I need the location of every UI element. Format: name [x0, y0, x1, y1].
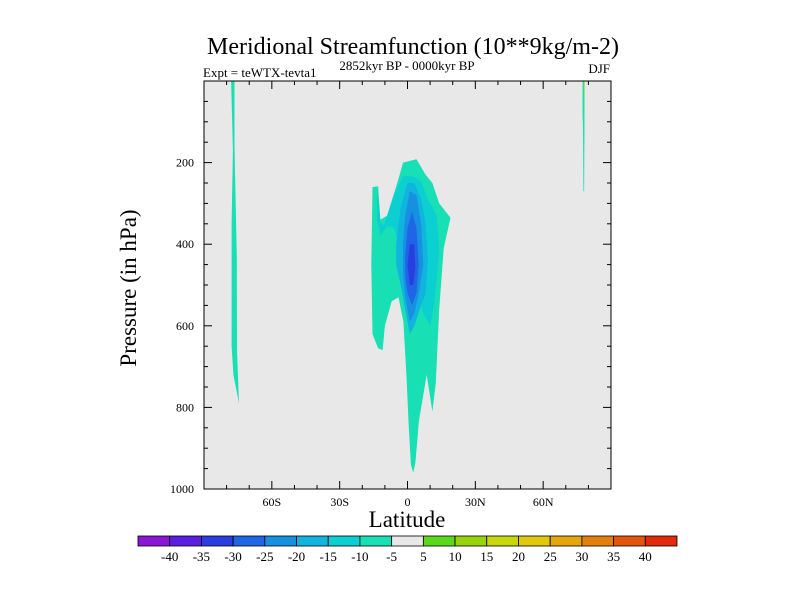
y-tick-label: 400: [176, 237, 194, 251]
x-tick-label: 0: [405, 495, 411, 509]
x-tick-label: 60S: [262, 495, 281, 509]
time-range-label: 2852kyr BP - 0000kyr BP: [339, 58, 474, 73]
colorbar-swatch: [581, 535, 614, 547]
colorbar-label: -10: [351, 549, 368, 564]
y-tick-label: 200: [176, 156, 194, 170]
x-tick-label: 30S: [330, 495, 349, 509]
contour-band-minus30: [407, 244, 416, 285]
contour-regions: [231, 81, 585, 473]
colorbar-swatch: [486, 535, 519, 547]
colorbar-swatch: [264, 535, 297, 547]
colorbar-label: 15: [480, 549, 493, 564]
colorbar-label: -5: [386, 549, 397, 564]
experiment-label: Expt = teWTX-tevta1: [203, 65, 316, 80]
x-axis-ticks: 60S 30S 0 30N 60N: [226, 81, 589, 509]
colorbar-label: 5: [420, 549, 427, 564]
colorbar-labels: -40 -35 -30 -25 -20 -15 -10 -5 5 10 15 20 25 30 35 40: [161, 549, 652, 564]
season-label: DJF: [588, 61, 610, 76]
chart-title: Meridional Streamfunction (10**9kg/m-2): [207, 34, 619, 60]
colorbar-swatch: [644, 535, 678, 547]
colorbar-label: -30: [224, 549, 241, 564]
colorbar-label: 30: [575, 549, 588, 564]
colorbar-swatch: [232, 535, 266, 547]
colorbar-label: -40: [161, 549, 178, 564]
colorbar-swatch: [518, 535, 551, 547]
colorbar-swatch: [327, 535, 361, 547]
colorbar-label: 10: [449, 549, 462, 564]
plot-frame: [203, 80, 612, 490]
x-tick-label: 30N: [465, 495, 486, 509]
colorbar-swatch: [359, 535, 393, 547]
colorbar-swatch: [549, 535, 583, 547]
y-tick-label: 600: [176, 319, 194, 333]
colorbar-swatch: [454, 535, 488, 547]
x-tick-label: 60N: [533, 495, 554, 509]
colorbar-label: -20: [288, 549, 305, 564]
colorbar-swatch: [137, 535, 171, 547]
colorbar-label: 20: [512, 549, 525, 564]
colorbar-swatch: [296, 535, 329, 547]
colorbar-label: -25: [256, 549, 273, 564]
x-axis-label: Latitude: [369, 507, 446, 532]
colorbar-label: -15: [320, 549, 337, 564]
colorbar-label: -35: [193, 549, 210, 564]
contour-strip-minus5-north: [582, 81, 585, 192]
y-axis-ticks: 200 400 600 800 1000: [170, 100, 611, 496]
colorbar-swatch: [169, 535, 202, 547]
colorbar-label: 40: [639, 549, 652, 564]
y-tick-label: 1000: [170, 482, 194, 496]
contour-band-minus5: [231, 81, 239, 404]
colorbar-swatch: [422, 535, 456, 547]
colorbar-swatch: [201, 535, 234, 547]
y-tick-label: 800: [176, 400, 194, 414]
colorbar: [137, 535, 678, 547]
y-axis-label: Pressure (in hPa): [116, 209, 141, 366]
colorbar-label: 35: [607, 549, 620, 564]
colorbar-swatch: [391, 535, 424, 547]
colorbar-swatch: [613, 535, 646, 547]
colorbar-label: 25: [544, 549, 557, 564]
